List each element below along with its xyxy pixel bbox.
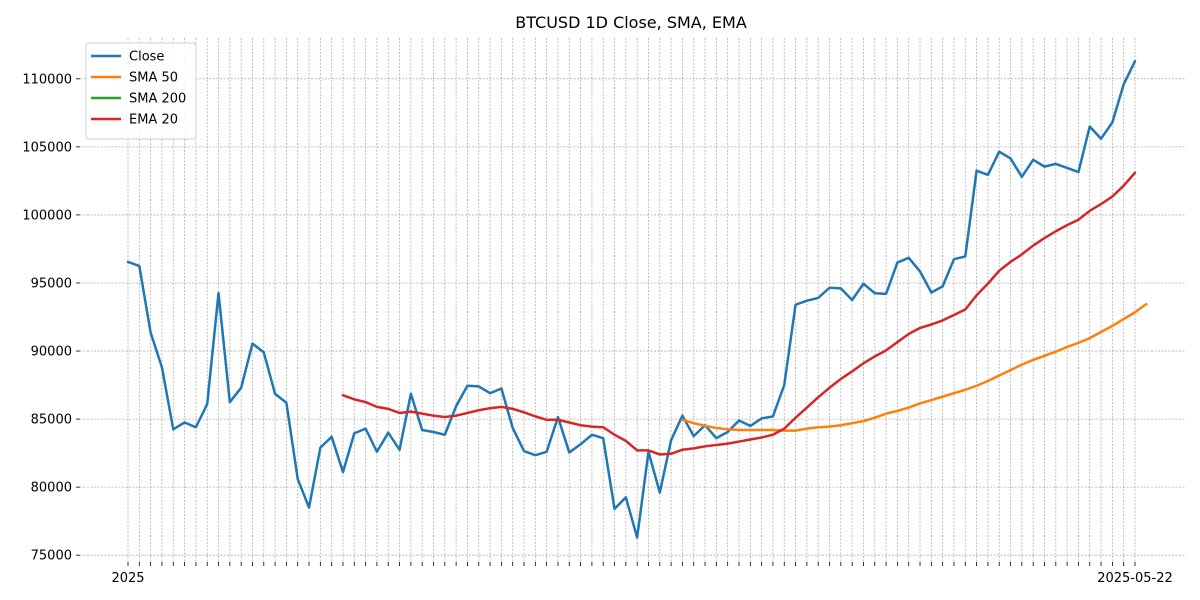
y-tick-label: 100000	[22, 208, 72, 223]
y-tick-label: 90000	[31, 345, 72, 360]
x-tick-label-first: 2025	[111, 571, 144, 586]
y-tick-label: 85000	[31, 413, 72, 428]
y-tick-label: 110000	[22, 72, 72, 87]
legend-label-sma-50: SMA 50	[129, 71, 178, 86]
series-line-sma-50	[681, 302, 1148, 432]
legend-label-close: Close	[129, 50, 164, 65]
x-tick-label-last: 2025-05-22	[1097, 571, 1173, 586]
legend-box	[85, 42, 197, 140]
x-axis: 2025 2025-05-22	[111, 562, 1173, 586]
y-tick-label: 105000	[22, 140, 72, 155]
series-layer	[126, 59, 1148, 539]
chart-title: BTCUSD 1D Close, SMA, EMA	[515, 13, 747, 32]
series-line-ema-20	[341, 171, 1137, 456]
y-axis: 75000 80000 85000 90000 95000 100000 105000 110…	[22, 72, 80, 564]
legend-label-sma-200: SMA 200	[129, 92, 186, 107]
y-tick-label: 80000	[31, 481, 72, 496]
legend: Close SMA 50 SMA 200 EMA 20	[85, 42, 197, 140]
legend-label-ema-20: EMA 20	[129, 113, 178, 128]
series-line-close	[126, 59, 1137, 539]
grid	[80, 38, 1185, 562]
y-tick-label: 75000	[31, 549, 72, 564]
y-tick-label: 95000	[31, 276, 72, 291]
